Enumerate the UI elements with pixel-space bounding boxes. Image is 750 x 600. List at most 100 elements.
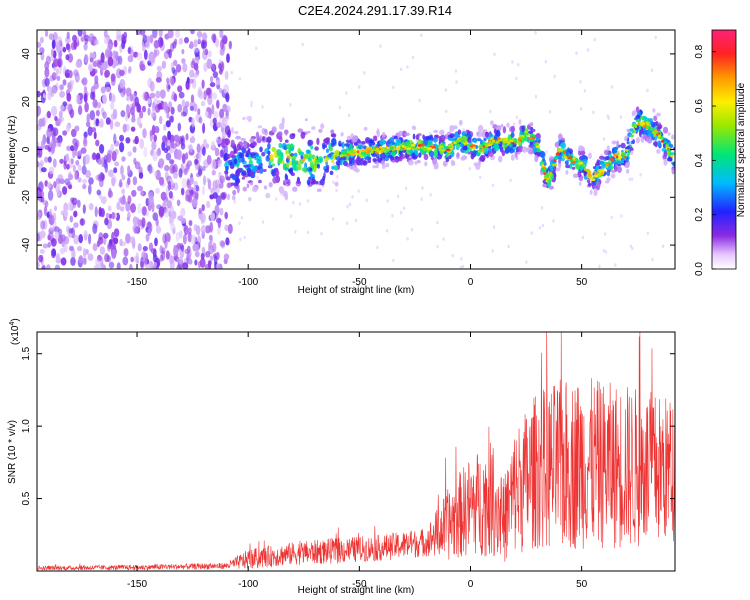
heatmap-cell	[614, 263, 617, 267]
heatmap-cell	[70, 158, 74, 165]
heatmap-cell	[341, 141, 345, 149]
heatmap-cell	[186, 163, 190, 170]
heatmap-cell	[93, 264, 100, 269]
heatmap-cell	[149, 34, 154, 44]
heatmap-cell	[200, 212, 207, 223]
heatmap-cell	[151, 107, 157, 118]
heatmap-cell	[273, 151, 277, 158]
heatmap-cell	[100, 208, 105, 218]
bottom-x-tick-label: 50	[576, 579, 588, 590]
heatmap-cell	[139, 110, 144, 119]
heatmap-cell	[129, 236, 136, 245]
heatmap-cell	[250, 154, 254, 158]
heatmap-cell	[110, 102, 115, 110]
heatmap-cell	[129, 93, 134, 102]
heatmap-cell	[572, 173, 579, 179]
heatmap-cell	[170, 106, 175, 115]
heatmap-cell	[639, 173, 642, 177]
heatmap-cell	[134, 226, 139, 234]
heatmap-cell	[37, 90, 41, 98]
heatmap-cell	[230, 70, 233, 75]
heatmap-cell	[483, 137, 487, 142]
heatmap-cell	[132, 216, 138, 226]
heatmap-cell	[57, 117, 62, 124]
heatmap-cell	[348, 202, 352, 207]
heatmap-cell	[73, 69, 79, 77]
heatmap-cell	[102, 93, 107, 105]
heatmap-cell	[545, 150, 548, 154]
heatmap-cell	[146, 35, 151, 43]
heatmap-cell	[583, 89, 586, 93]
heatmap-cell	[134, 135, 139, 145]
heatmap-cell	[117, 55, 123, 65]
heatmap-cell	[420, 197, 423, 201]
heatmap-cell	[490, 120, 494, 126]
heatmap-cell	[311, 176, 315, 184]
heatmap-cell	[501, 137, 505, 141]
heatmap-cell	[167, 84, 171, 90]
heatmap-cell	[424, 161, 428, 167]
heatmap-cell	[611, 140, 617, 145]
heatmap-cell	[238, 77, 242, 81]
heatmap-cell	[635, 106, 640, 113]
heatmap-cell	[521, 125, 525, 133]
heatmap-cell	[148, 163, 153, 175]
heatmap-cell	[305, 149, 311, 154]
heatmap-cell	[262, 136, 265, 142]
heatmap-cell	[178, 168, 183, 178]
heatmap-cell	[119, 134, 125, 142]
heatmap-cell	[671, 167, 675, 175]
top-y-tick-label: 40	[21, 48, 32, 60]
heatmap-cell	[624, 162, 630, 169]
heatmap-cell	[51, 72, 57, 81]
heatmap-cell	[279, 123, 285, 130]
heatmap-cell	[53, 181, 57, 189]
heatmap-cell	[661, 244, 665, 248]
heatmap-cell	[344, 143, 350, 147]
heatmap-cell	[416, 160, 421, 164]
heatmap-cell	[598, 160, 605, 165]
heatmap-cell	[500, 124, 504, 128]
heatmap-cell	[220, 39, 224, 50]
heatmap-cell	[477, 124, 484, 132]
heatmap-cell	[208, 241, 212, 250]
heatmap-cell	[105, 86, 111, 93]
heatmap-cell	[285, 158, 289, 163]
heatmap-cell	[176, 264, 182, 269]
heatmap-cell	[248, 159, 253, 166]
heatmap-cell	[127, 151, 133, 157]
heatmap-cell	[175, 231, 180, 242]
heatmap-cell	[173, 171, 178, 179]
heatmap-cell	[210, 212, 216, 221]
heatmap-cell	[320, 178, 325, 186]
heatmap-cell	[119, 78, 126, 89]
heatmap-cell	[39, 230, 46, 239]
heatmap-cell	[110, 73, 116, 82]
heatmap-cell	[632, 139, 635, 144]
heatmap-cell	[175, 64, 182, 73]
heatmap-cell	[385, 145, 388, 149]
heatmap-cell	[372, 135, 377, 141]
heatmap-cell	[476, 138, 482, 142]
heatmap-cell	[328, 146, 334, 152]
bottom-x-tick-label: 0	[468, 579, 474, 590]
heatmap-cell	[39, 249, 45, 254]
heatmap-cell	[209, 221, 214, 233]
heatmap-cell	[125, 137, 131, 144]
heatmap-cell	[392, 258, 395, 263]
heatmap-cell	[66, 103, 72, 111]
heatmap-cell	[84, 154, 90, 165]
heatmap-cell	[95, 139, 100, 147]
heatmap-cell	[522, 134, 525, 138]
heatmap-cell	[80, 147, 87, 154]
heatmap-cell	[152, 30, 158, 39]
heatmap-cell	[575, 164, 580, 170]
heatmap-cell	[445, 109, 448, 114]
heatmap-cell	[208, 234, 213, 241]
heatmap-cell	[263, 185, 268, 190]
heatmap-cell	[238, 152, 245, 158]
heatmap-cell	[80, 218, 84, 226]
heatmap-cell	[484, 131, 490, 138]
heatmap-cell	[47, 146, 52, 152]
heatmap-cell	[439, 129, 445, 136]
